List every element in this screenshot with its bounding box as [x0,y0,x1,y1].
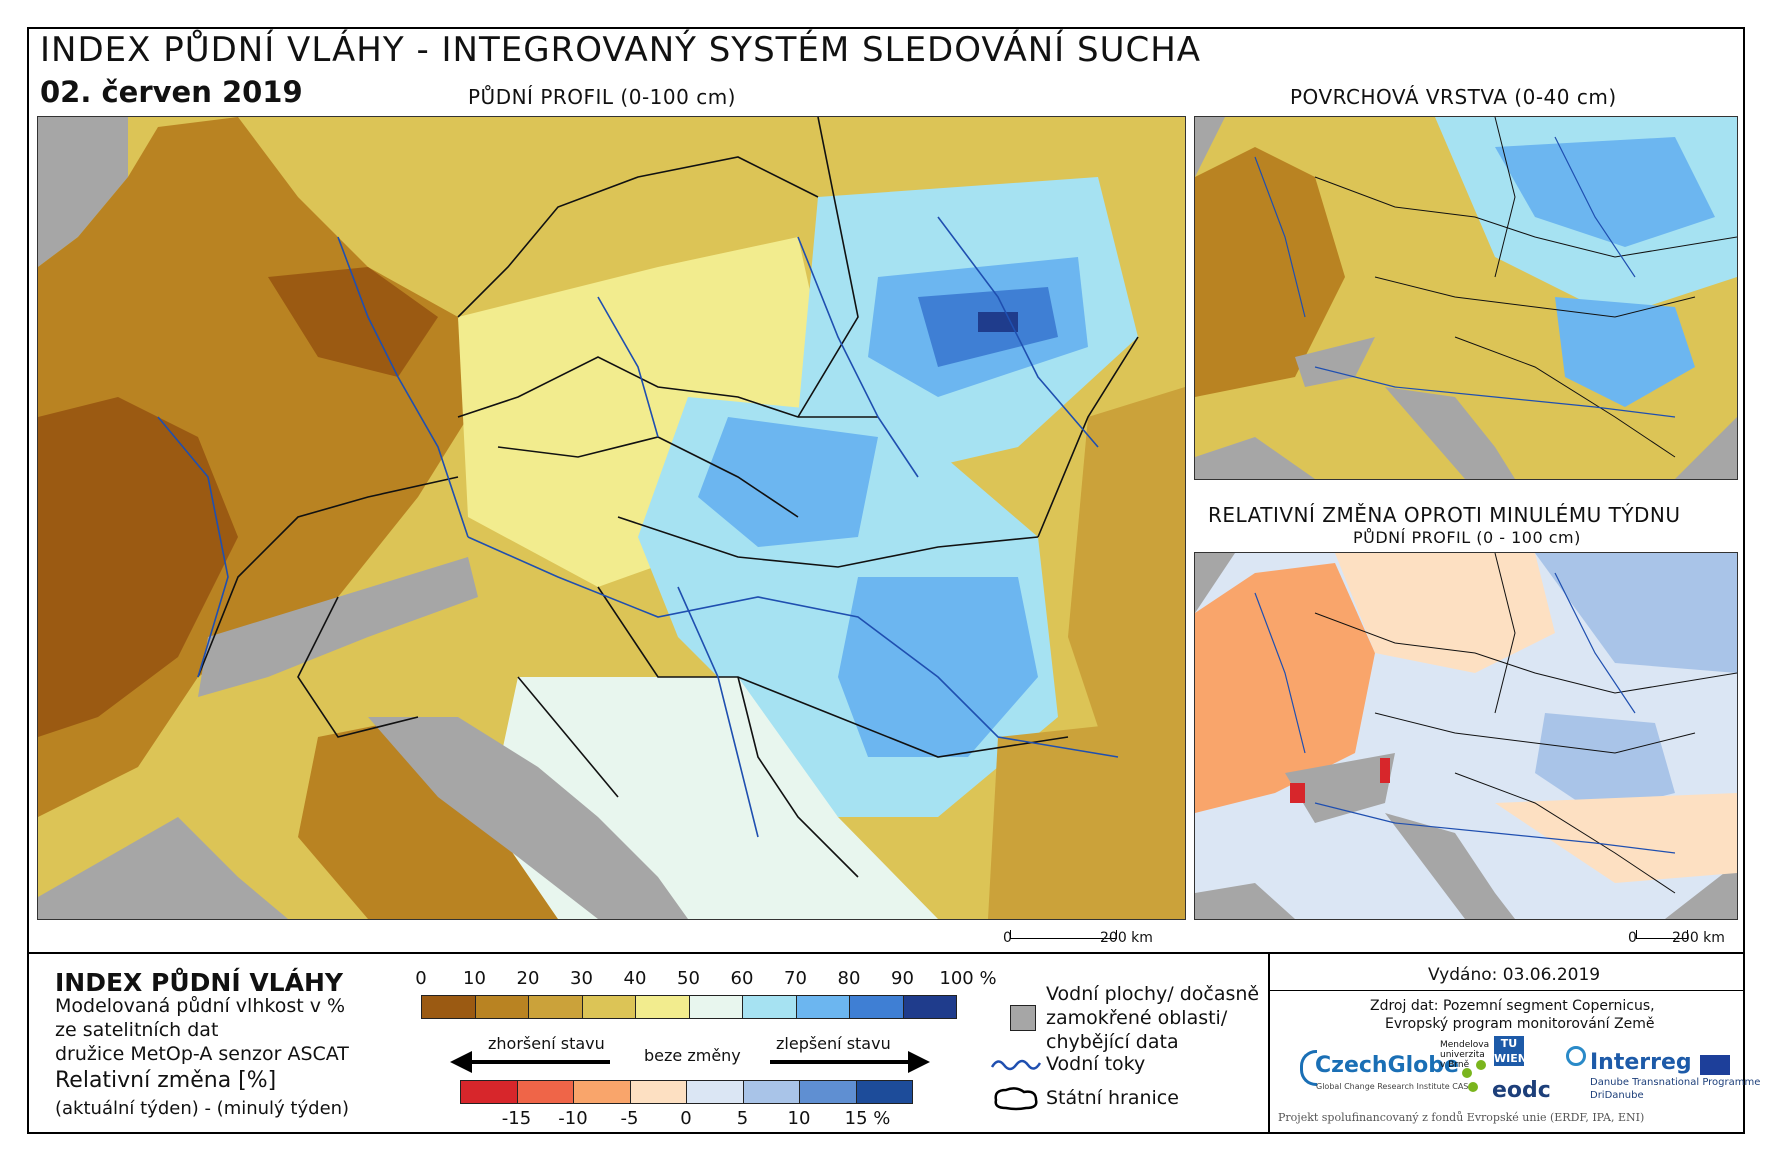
index-tick-label: 80 [837,968,861,989]
index-tick-label: 30 [570,968,593,989]
index-swatch [474,995,529,1019]
change-swatch [799,1080,857,1104]
source-line-1: Zdroj dat: Pozemní segment Copernicus, [1370,998,1655,1014]
mendel-dot-icon-2 [1476,1060,1486,1070]
index-swatch [528,995,583,1019]
borders-label: Státní hranice [1046,1087,1179,1109]
legend-separator [27,952,1745,954]
change-swatch [686,1080,744,1104]
legend-desc-1: Modelovaná půdní vlhkost v % [55,995,346,1017]
interreg-sub: Danube Transnational Programme [1590,1077,1761,1088]
small-scale-bar [1636,930,1688,939]
czechglobe-arc-icon [1300,1050,1317,1086]
index-tick-label: 0 [415,968,427,989]
page-title: INDEX PŮDNÍ VLÁHY - INTEGROVANÝ SYSTÉM S… [40,30,1202,70]
interreg-wave-icon [1566,1046,1586,1066]
legend-relative-sub: (aktuální týden) - (minulý týden) [55,1098,350,1119]
main-scale-zero: 0 [1003,930,1012,946]
index-tick-label: 40 [623,968,647,989]
interreg-logo: Interreg [1590,1050,1692,1075]
rivers-label: Vodní toky [1046,1053,1146,1075]
index-tick-label: 10 [463,968,486,989]
border-symbol-icon [994,1087,1038,1111]
worse-label: zhoršení stavu [488,1034,605,1053]
change-map-subcaption: PŮDNÍ PROFIL (0 - 100 cm) [1353,528,1581,547]
eodc-logo: eodc [1492,1078,1551,1103]
figure-frame [27,27,1745,1134]
index-swatch [635,995,690,1019]
legend-title: INDEX PŮDNÍ VLÁHY [55,968,343,997]
dridanube-label: DriDanube [1590,1090,1644,1101]
issued-date: Vydáno: 03.06.2019 [1428,965,1601,985]
main-map-caption: PŮDNÍ PROFIL (0-100 cm) [468,85,736,109]
water-label-2: zamokřené oblasti/ [1046,1007,1228,1029]
change-tick-label: 15 % [844,1108,891,1129]
change-tick-label: -5 [620,1108,639,1129]
index-tick-label: 50 [677,968,700,989]
mendel-dot-icon [1462,1068,1472,1078]
credits-separator [1268,952,1270,1134]
change-tick-label: 5 [736,1108,749,1129]
change-swatch [460,1080,518,1104]
change-map-caption: RELATIVNÍ ZMĚNA OPROTI MINULÉMU TÝDNU [1208,503,1681,527]
relative-change-map [1194,552,1738,920]
change-tick-label: 0 [680,1108,692,1129]
change-swatch [742,1080,800,1104]
change-tick-label: -15 [501,1108,532,1129]
water-label-1: Vodní plochy/ dočasně [1046,983,1260,1005]
index-tick-label: 70 [784,968,807,989]
index-swatch [849,995,904,1019]
small-scale-zero: 0 [1628,930,1637,946]
change-tick-label: 10 [787,1108,811,1129]
change-swatch [855,1080,913,1104]
legend-desc-2: ze satelitních dat [55,1019,219,1041]
small-scale-end: 200 km [1672,930,1725,946]
index-tick-label: 20 [516,968,540,989]
change-direction-arrows [450,1051,930,1073]
date-label: 02. červen 2019 [40,75,303,109]
index-tick-label: 60 [730,968,754,989]
eu-flag-icon [1700,1055,1730,1075]
index-swatch [742,995,797,1019]
change-tick-label: -10 [558,1108,588,1129]
main-soil-moisture-map [37,116,1186,920]
issued-separator [1268,990,1745,991]
river-symbol-icon [990,1059,1042,1071]
mendel-logo: Mendelova univerzita v Brně [1440,1040,1490,1070]
index-swatch [902,995,957,1019]
czechglobe-sub: Global Change Research Institute CAS [1316,1082,1469,1091]
index-tick-label: 100 % [939,968,997,989]
water-swatch [1010,1005,1036,1031]
index-swatch [421,995,476,1019]
change-swatch [629,1080,687,1104]
change-swatch [516,1080,574,1104]
surface-layer-map [1194,116,1738,480]
footer-note: Projekt spolufinancovaný z fondů Evropsk… [1278,1111,1645,1124]
source-line-2: Evropský program monitorování Země [1385,1016,1655,1032]
index-swatch [688,995,743,1019]
czechglobe-logo: CzechGlobe [1315,1053,1459,1078]
surface-map-caption: POVRCHOVÁ VRSTVA (0-40 cm) [1290,85,1617,109]
change-swatch [573,1080,631,1104]
main-scale-end: 200 km [1100,930,1153,946]
main-scale-bar [1010,930,1117,939]
water-label-3: chybějící data [1046,1031,1179,1053]
index-swatch [581,995,636,1019]
tuwien-logo: TU WIEN [1494,1036,1527,1066]
index-swatch [795,995,850,1019]
mendel-dot-icon-3 [1468,1082,1478,1092]
index-tick-label: 90 [891,968,914,989]
better-label: zlepšení stavu [776,1034,891,1053]
nochange-label: beze změny [644,1046,741,1065]
legend-relative-title: Relativní změna [%] [55,1068,277,1093]
legend-desc-3: družice MetOp-A senzor ASCAT [55,1043,349,1065]
